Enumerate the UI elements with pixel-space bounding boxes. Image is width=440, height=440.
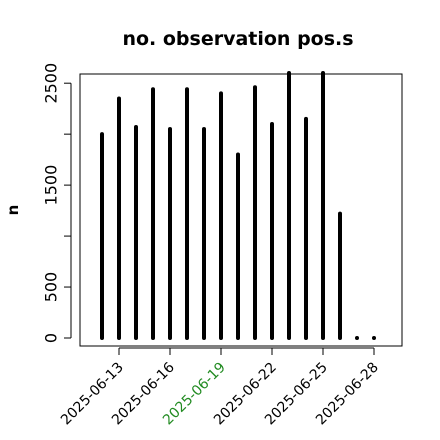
y-tick-label: 0 bbox=[42, 333, 61, 343]
bar bbox=[372, 336, 376, 340]
bar-series bbox=[100, 71, 376, 340]
x-axis: 2025-06-132025-06-162025-06-192025-06-22… bbox=[58, 347, 382, 428]
chart-title: no. observation pos.s bbox=[122, 28, 353, 50]
y-tick-label: 1500 bbox=[42, 165, 61, 206]
plot-frame bbox=[79, 73, 403, 347]
y-axis: 0 500 1500 2500 bbox=[42, 63, 72, 343]
y-axis-label: n bbox=[4, 205, 22, 216]
y-tick-label: 500 bbox=[42, 272, 61, 303]
y-tick-label: 2500 bbox=[42, 63, 61, 104]
bar bbox=[355, 336, 359, 340]
